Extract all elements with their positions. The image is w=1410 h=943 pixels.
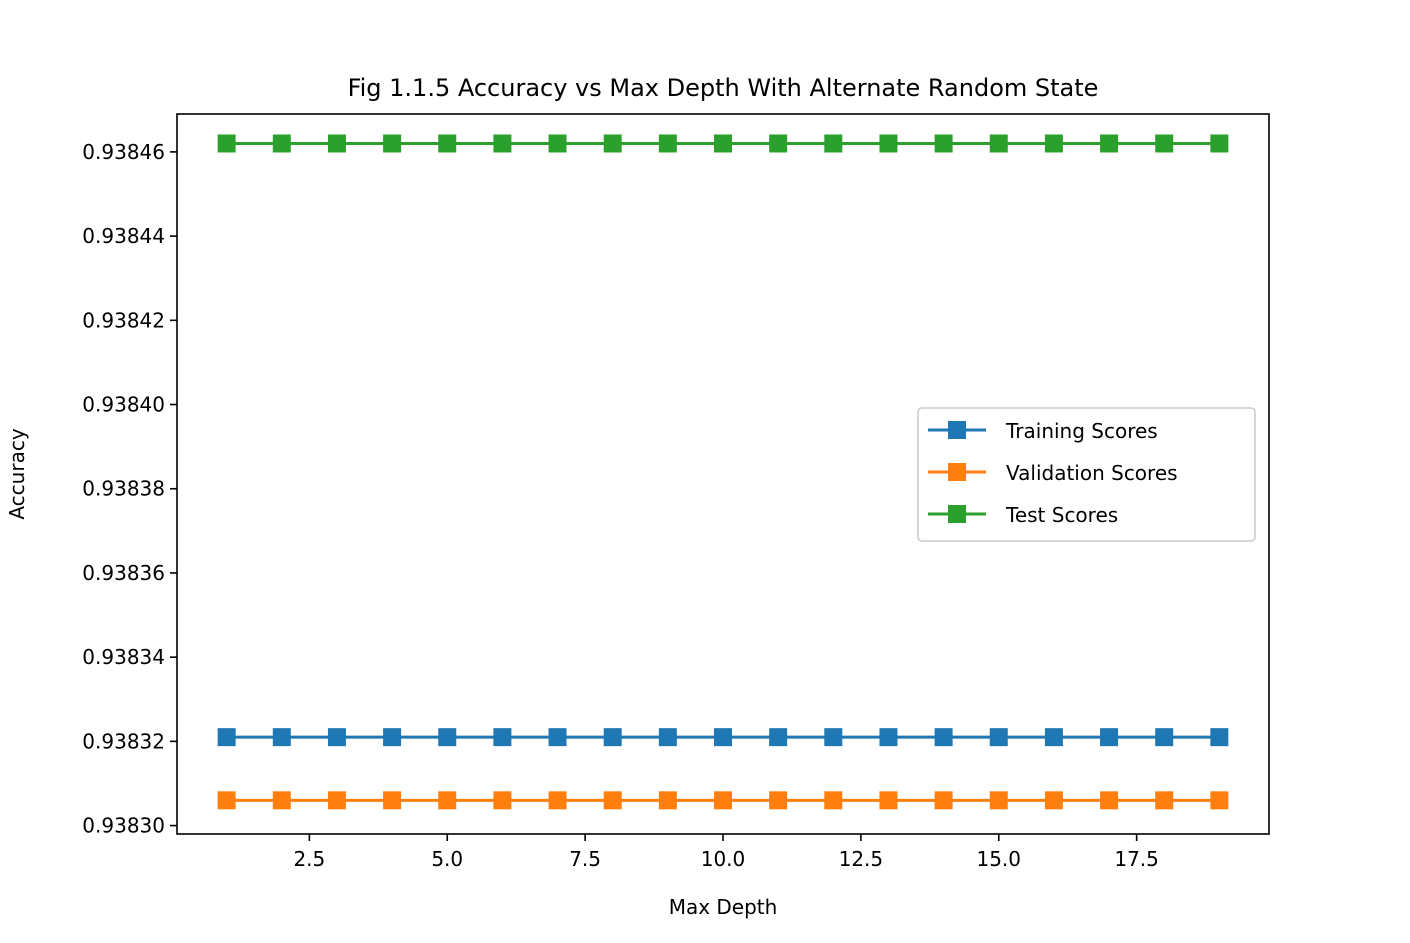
data-point [1155,728,1174,747]
legend-entries: Training Scores Validation Scores Test Sco… [928,419,1178,527]
data-point [548,791,567,810]
data-point [603,728,622,747]
data-point [327,791,346,810]
data-point [493,728,512,747]
data-point [438,791,457,810]
data-point [989,728,1008,747]
data-point [879,728,898,747]
data-point [989,791,1008,810]
legend-label: Validation Scores [1006,461,1178,485]
y-tick-label: 0.93844 [82,224,165,248]
data-point [989,134,1008,153]
data-point [658,134,677,153]
data-point [769,728,788,747]
legend-marker-swatch [948,463,966,481]
data-point [1100,791,1119,810]
data-point [603,791,622,810]
x-tick-label: 10.0 [701,847,746,871]
data-point [1210,134,1229,153]
data-point [1044,728,1063,747]
x-tick-label: 15.0 [976,847,1021,871]
data-point [383,728,402,747]
data-point [934,791,953,810]
legend-marker-swatch [948,505,966,523]
data-point [1155,134,1174,153]
legend-entry: Training Scores [928,419,1158,443]
data-point [879,791,898,810]
data-point [603,134,622,153]
data-point [438,134,457,153]
data-point [548,134,567,153]
data-point [1155,791,1174,810]
data-point [327,728,346,747]
data-point [658,791,677,810]
y-axis-label: Accuracy [5,428,29,519]
data-point [493,134,512,153]
series-validation-scores [217,791,1229,810]
data-point [493,791,512,810]
data-point [769,791,788,810]
legend-entry: Test Scores [928,503,1118,527]
data-point [934,134,953,153]
data-point [714,728,732,747]
data-point [1100,728,1119,747]
data-point [879,134,898,153]
y-tick-label: 0.93836 [82,561,165,585]
data-point [217,791,236,810]
data-point [714,134,732,153]
series-layer [217,134,1229,810]
data-point [824,791,843,810]
y-tick-label: 0.93834 [82,645,165,669]
y-tick-label: 0.93838 [82,477,165,501]
data-point [1210,791,1229,810]
chart-title: Fig 1.1.5 Accuracy vs Max Depth With Alt… [348,74,1099,102]
data-point [658,728,677,747]
data-point [438,728,457,747]
legend-label: Test Scores [1005,503,1118,527]
series-training-scores [217,728,1229,747]
legend-label: Training Scores [1005,419,1158,443]
y-tick-label: 0.93840 [82,393,165,417]
data-point [824,728,843,747]
legend: Training Scores Validation Scores Test Sco… [917,407,1256,542]
data-point [272,728,291,747]
x-tick-label: 17.5 [1114,847,1159,871]
data-point [383,791,402,810]
x-axis-ticks: 2.5 5.0 7.5 10.0 12.5 15.0 17.5 [293,834,1159,871]
y-axis-ticks: 0.93830 0.93832 0.93834 0.93836 0.93838 0.938… [82,140,177,838]
x-axis-label: Max Depth [669,895,778,919]
data-point [217,728,236,747]
data-point [217,134,236,153]
data-point [1044,791,1063,810]
legend-entry: Validation Scores [928,461,1178,485]
series-test-scores [217,134,1229,153]
data-point [1210,728,1229,747]
data-point [272,791,291,810]
data-point [548,728,567,747]
data-point [769,134,788,153]
x-tick-label: 2.5 [293,847,325,871]
data-point [1100,134,1119,153]
x-tick-label: 7.5 [569,847,601,871]
y-tick-label: 0.93832 [82,729,165,753]
legend-frame [917,407,1256,542]
x-tick-label: 5.0 [431,847,463,871]
y-tick-label: 0.93842 [82,308,165,332]
data-point [327,134,346,153]
y-tick-label: 0.93830 [82,814,165,838]
data-point [272,134,291,153]
data-point [934,728,953,747]
data-point [383,134,402,153]
data-point [1044,134,1063,153]
data-point [824,134,843,153]
y-tick-label: 0.93846 [82,140,165,164]
x-tick-label: 12.5 [839,847,884,871]
data-point [714,791,732,810]
legend-marker-swatch [948,421,966,439]
